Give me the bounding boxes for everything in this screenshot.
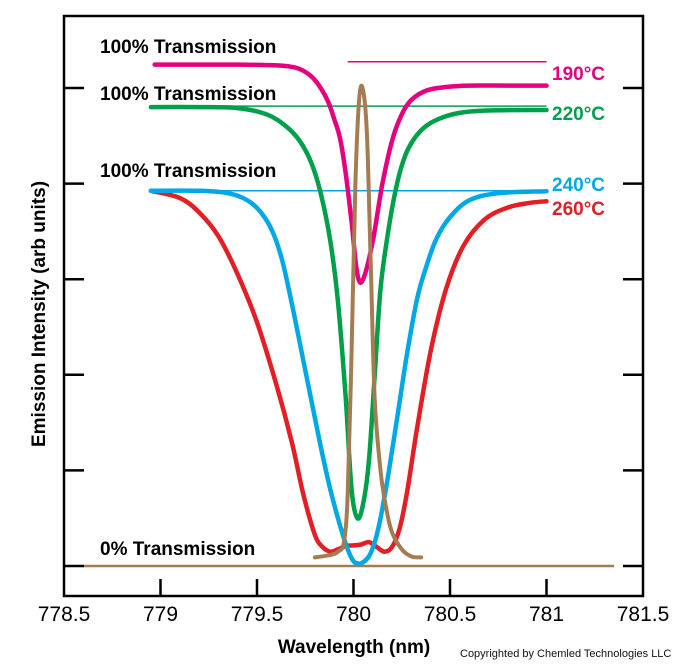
series-line-260c	[148, 188, 549, 554]
x-tick-label: 778.5	[38, 603, 91, 626]
copyright-notice: Copyrighted by Chemled Technologies LLC	[460, 648, 672, 660]
y-axis-title: Emission Intensity (arb units)	[29, 181, 50, 447]
series-line-190c	[152, 62, 549, 285]
x-axis-title: Wavelength (nm)	[278, 637, 430, 658]
x-tick-label: 779.5	[231, 603, 284, 626]
x-axis-ticks: 778.5 779 779.5 780 780.5 781 781.5	[38, 579, 670, 626]
x-tick-label: 781.5	[617, 603, 670, 626]
transmission-label-190: 100% Transmission	[100, 37, 276, 58]
temp-label-190: 190°C	[552, 64, 605, 85]
series-line-emission	[312, 83, 424, 560]
series-lines	[148, 62, 549, 566]
transmission-label-220: 100% Transmission	[100, 84, 276, 105]
temp-label-260: 260°C	[552, 199, 605, 220]
series-line-240c	[148, 188, 549, 566]
x-tick-label: 780	[336, 603, 371, 626]
y-axis-ticks	[64, 86, 643, 568]
temp-label-220: 220°C	[552, 104, 605, 125]
x-tick-label: 779	[143, 603, 178, 626]
temp-label-240: 240°C	[552, 175, 605, 196]
transmission-label-zero: 0% Transmission	[100, 539, 255, 560]
transmission-label-240: 100% Transmission	[100, 161, 276, 182]
x-tick-label: 781	[529, 603, 564, 626]
x-tick-label: 780.5	[424, 603, 477, 626]
series-line-220c	[148, 104, 549, 521]
